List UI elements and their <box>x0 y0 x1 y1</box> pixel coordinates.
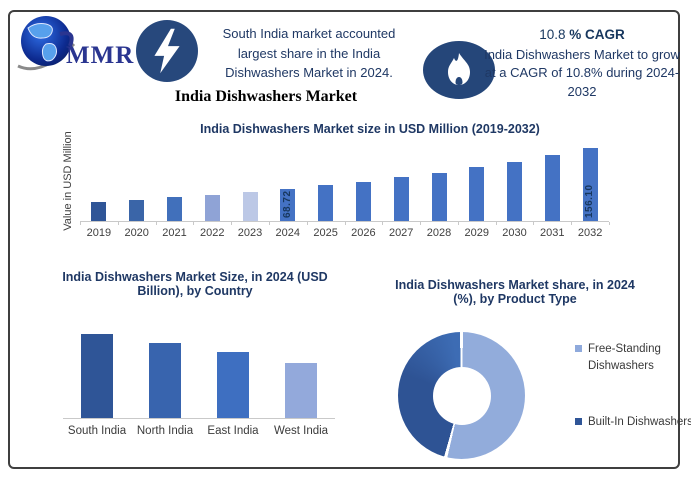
country-label-north-india: North India <box>136 425 194 437</box>
border-frame <box>8 10 680 469</box>
globe-icon <box>17 16 76 71</box>
country-bar-north-india <box>149 343 181 418</box>
axis-tick <box>268 222 270 225</box>
year-label-2028: 2028 <box>426 227 452 239</box>
year-label-2026: 2026 <box>351 227 376 239</box>
country-chart-x-axis: South India North India East India West Ind… <box>63 425 335 439</box>
bar-value-label-2024: 68.72 <box>281 190 293 218</box>
axis-tick <box>533 222 535 225</box>
axis-tick <box>193 222 195 225</box>
year-bar-2025 <box>318 185 334 221</box>
year-chart-title: India Dishwashers Market size in USD Mil… <box>200 122 540 136</box>
product-type-chart-title: India Dishwashers Market share, in 2024 … <box>395 278 635 306</box>
legend-item-free-standing-dishwashers: Free-Standing Dishwashers <box>575 341 680 376</box>
year-chart-y-axis-label: Value in USD Million <box>62 131 74 231</box>
year-chart-x-axis: 2019 2020 2021 2022 2023 2024 2025 2026 2027 2028… <box>80 227 609 241</box>
axis-tick <box>495 222 497 225</box>
year-label-2030: 2030 <box>502 227 527 239</box>
flame-badge <box>423 41 495 99</box>
year-bar-2023 <box>242 192 258 221</box>
cagr-block: 10.8 % CAGR India Dishwashers Market to … <box>484 27 680 101</box>
country-bar-east-india <box>217 352 249 418</box>
year-label-2031: 2031 <box>540 227 565 239</box>
year-label-2032: 2032 <box>577 227 603 239</box>
country-bar-south-india <box>81 334 113 418</box>
axis-tick <box>457 222 459 225</box>
year-bar-2027 <box>393 177 409 221</box>
year-label-2019: 2019 <box>86 227 112 239</box>
year-label-2024: 2024 <box>275 227 301 239</box>
highlight-text: South India market accounted largest sha… <box>222 26 396 80</box>
country-chart-plot <box>63 334 335 422</box>
year-bar-2024 <box>280 189 296 221</box>
axis-tick <box>420 222 422 225</box>
report-title: India Dishwashers Market <box>174 88 358 105</box>
country-label-west-india: West India <box>273 425 329 437</box>
year-label-2023: 2023 <box>237 227 263 239</box>
year-bar-2021 <box>167 197 182 221</box>
legend-item-built-in-dishwashers: Built-In Dishwashers <box>575 414 691 431</box>
year-bar-2032 <box>582 148 598 221</box>
cagr-description: India Dishwashers Market to grow at a CA… <box>484 47 680 99</box>
cagr-headline: 10.8 % CAGR <box>484 27 680 42</box>
axis-tick <box>344 222 346 225</box>
axis-tick <box>609 222 610 225</box>
country-chart-title: India Dishwashers Market Size, in 2024 (… <box>62 270 328 298</box>
year-bar-2022 <box>204 195 220 221</box>
cagr-suffix: % CAGR <box>569 27 625 42</box>
product-type-donut <box>398 332 525 459</box>
axis-tick <box>306 222 308 225</box>
axis-tick <box>155 222 157 225</box>
lightning-bolt-icon <box>154 28 180 74</box>
year-bar-2031 <box>544 155 560 221</box>
mmr-logo: MMR <box>16 14 146 80</box>
year-label-2021: 2021 <box>162 227 187 239</box>
axis-tick <box>117 222 119 225</box>
year-label-2029: 2029 <box>464 227 490 239</box>
year-bar-2030 <box>507 162 522 221</box>
year-chart-plot: 68.72 156.10 <box>80 142 610 226</box>
year-label-2020: 2020 <box>124 227 149 239</box>
flame-icon <box>448 53 470 85</box>
legend-label: Free-Standing Dishwashers <box>588 343 661 373</box>
axis-tick <box>382 222 384 225</box>
lightning-badge <box>136 20 198 82</box>
year-bar-2026 <box>355 182 371 221</box>
year-bar-2029 <box>469 167 485 221</box>
year-label-2025: 2025 <box>313 227 338 239</box>
country-label-south-india: South India <box>67 425 127 437</box>
year-label-2022: 2022 <box>200 227 225 239</box>
donut-hole <box>432 366 491 425</box>
country-chart-baseline <box>63 418 335 419</box>
axis-tick <box>571 222 573 225</box>
country-bar-west-india <box>285 363 317 418</box>
bar-value-label-2032: 156.10 <box>584 184 596 218</box>
logo-text: MMR <box>66 42 135 69</box>
axis-tick <box>231 222 233 225</box>
year-label-2027: 2027 <box>388 227 414 239</box>
year-bar-2019 <box>91 202 107 221</box>
cagr-value: 10.8 <box>539 27 566 42</box>
year-bar-2020 <box>129 200 145 221</box>
legend-marker-icon <box>575 345 582 352</box>
legend-marker-icon <box>575 418 582 425</box>
country-label-east-india: East India <box>207 425 259 437</box>
legend-label: Built-In Dishwashers <box>588 416 691 428</box>
axis-tick <box>80 222 81 225</box>
year-chart-baseline <box>80 221 609 222</box>
year-bar-2028 <box>431 173 447 221</box>
